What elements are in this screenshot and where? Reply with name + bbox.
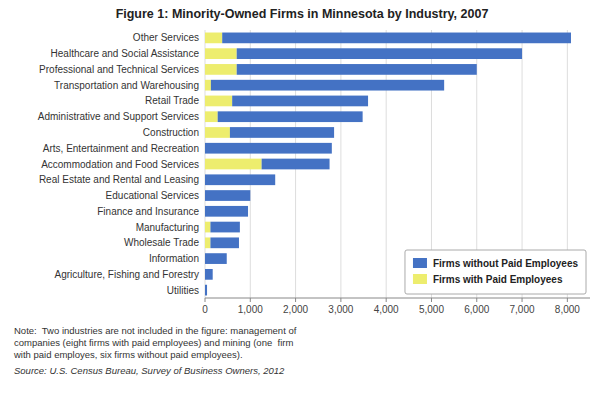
bar xyxy=(262,159,330,170)
tick-mark xyxy=(431,298,432,302)
bar xyxy=(237,48,522,59)
category-label: Information xyxy=(149,253,199,264)
tick-mark xyxy=(340,298,341,302)
category-label: Arts, Entertainment and Recreation xyxy=(43,143,199,154)
tick-mark xyxy=(386,298,387,302)
bar xyxy=(205,253,227,264)
annotation-line: Note: Two industries are not included in… xyxy=(14,325,297,336)
category-label: Finance and Insurance xyxy=(97,206,199,217)
tick-label: 5,000 xyxy=(419,304,444,315)
bar xyxy=(211,80,444,91)
bar xyxy=(205,96,232,107)
tick-mark xyxy=(295,298,296,302)
bar xyxy=(205,237,210,248)
annotation: Source: U.S. Census Bureau, Survey of Bu… xyxy=(14,365,285,376)
annotation-line: companies (eight firms with paid employe… xyxy=(14,337,293,348)
bar xyxy=(205,80,211,91)
tick-label: 0 xyxy=(202,304,208,315)
bar xyxy=(205,269,213,280)
bar xyxy=(237,64,477,75)
tick-mark xyxy=(205,298,206,302)
legend-label: Firms with Paid Employees xyxy=(433,274,563,285)
tick-label: 8,000 xyxy=(555,304,580,315)
category-label: Retail Trade xyxy=(145,95,199,106)
bar xyxy=(232,96,368,107)
category-label: Wholesale Trade xyxy=(124,237,199,248)
category-label: Construction xyxy=(143,127,199,138)
bar xyxy=(218,111,363,122)
bar xyxy=(205,48,237,59)
legend: Firms without Paid Employees Firms with P… xyxy=(405,250,586,294)
bar xyxy=(205,285,207,296)
tick-mark xyxy=(250,298,251,302)
tick-mark xyxy=(522,298,523,302)
title: Figure 1: Minority-Owned Firms in Minnes… xyxy=(116,7,489,21)
chart: Figure 1: Minority-Owned Firms in Minnes… xyxy=(0,0,604,397)
bar xyxy=(205,64,237,75)
tick-label: 2,000 xyxy=(283,304,308,315)
bar xyxy=(222,33,571,44)
category-label: Professional and Technical Services xyxy=(39,64,199,75)
tick-label: 3,000 xyxy=(328,304,353,315)
bar xyxy=(205,190,250,201)
bar xyxy=(205,33,222,44)
tick-mark xyxy=(476,298,477,302)
category-label: Educational Services xyxy=(106,190,199,201)
tick-label: 4,000 xyxy=(374,304,399,315)
bar xyxy=(205,222,210,233)
annotation-line: with paid employes, six firms without pa… xyxy=(13,349,243,360)
tick-label: 7,000 xyxy=(510,304,535,315)
category-label: Administrative and Support Services xyxy=(38,111,199,122)
bar xyxy=(205,159,262,170)
category-label: Healthcare and Social Assistance xyxy=(51,48,200,59)
bar xyxy=(205,143,332,154)
annotations: Note: Two industries are not included in… xyxy=(13,325,297,376)
legend-swatch xyxy=(413,258,427,268)
tick-label: 6,000 xyxy=(464,304,489,315)
tick-mark xyxy=(567,298,568,302)
x-axis: 0 1,000 2,000 3,000 4,000 5,000 6,000 7,000 8,00… xyxy=(202,298,590,315)
axis-line xyxy=(205,298,590,299)
bar xyxy=(230,127,334,138)
tick-label: 1,000 xyxy=(238,304,263,315)
category-label: Other Services xyxy=(133,32,199,43)
legend-box xyxy=(405,250,586,294)
legend-swatch xyxy=(413,274,427,284)
y-axis: Other Services Healthcare and Social Assi… xyxy=(38,32,200,295)
bar xyxy=(205,206,248,217)
bar xyxy=(210,222,239,233)
category-label: Manufacturing xyxy=(136,222,199,233)
annotation-line: Source: U.S. Census Bureau, Survey of Bu… xyxy=(14,365,285,376)
category-label: Agriculture, Fishing and Forestry xyxy=(54,269,199,280)
bar xyxy=(205,111,218,122)
bar xyxy=(205,174,275,185)
annotation: Note: Two industries are not included in… xyxy=(13,325,297,360)
category-label: Real Estate and Rental and Leasing xyxy=(39,174,199,185)
bar xyxy=(210,237,239,248)
category-label: Accommodation and Food Services xyxy=(41,159,199,170)
category-label: Utilities xyxy=(167,285,199,296)
legend-label: Firms without Paid Employees xyxy=(433,258,578,269)
bar xyxy=(205,127,230,138)
category-label: Transportation and Warehousing xyxy=(54,80,199,91)
